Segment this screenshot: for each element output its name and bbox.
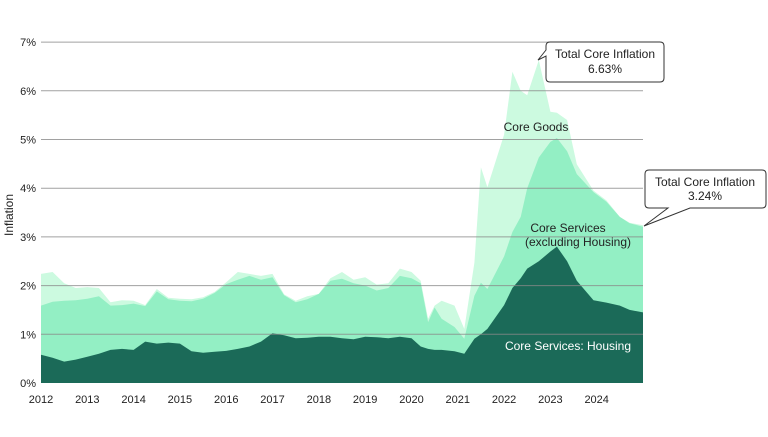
annotation-latest: Total Core Inflation 3.24%: [643, 169, 767, 227]
annotation-peak-value: 6.63%: [588, 62, 622, 76]
x-tick-label: 2024: [584, 394, 608, 406]
y-axis-ticks: 0% 1% 2% 3% 4% 5% 6% 7%: [20, 37, 36, 390]
y-tick-label: 6%: [20, 86, 36, 98]
x-tick-label: 2013: [75, 394, 99, 406]
x-tick-label: 2022: [492, 394, 516, 406]
x-tick-label: 2016: [214, 394, 238, 406]
annotation-peak-title: Total Core Inflation: [555, 47, 655, 61]
annotation-latest-value: 3.24%: [688, 189, 722, 203]
x-tick-label: 2017: [260, 394, 284, 406]
series-label-core-services-line2: (excluding Housing): [525, 235, 631, 249]
y-tick-label: 7%: [20, 37, 36, 49]
x-tick-label: 2019: [353, 394, 377, 406]
x-tick-label: 2021: [446, 394, 470, 406]
x-tick-label: 2015: [168, 394, 192, 406]
x-tick-label: 2023: [538, 394, 562, 406]
x-tick-label: 2012: [29, 394, 53, 406]
x-axis-ticks: 2012 2013 2014 2015 2016 2017 2018 2019 2020 2021…: [29, 394, 609, 406]
annotation-peak: Total Core Inflation 6.63%: [537, 41, 665, 83]
y-tick-label: 0%: [20, 378, 36, 390]
x-tick-label: 2018: [307, 394, 331, 406]
areas-layer: [41, 60, 643, 383]
y-tick-label: 4%: [20, 183, 36, 195]
y-tick-label: 1%: [20, 329, 36, 341]
annotation-latest-callout: [643, 169, 767, 227]
y-axis-label: Inflation: [2, 194, 16, 236]
y-tick-label: 3%: [20, 232, 36, 244]
gridlines: [41, 41, 643, 335]
annotation-peak-callout: [537, 41, 665, 83]
y-tick-label: 5%: [20, 135, 36, 147]
x-tick-label: 2014: [121, 394, 145, 406]
annotation-latest-title: Total Core Inflation: [655, 175, 755, 189]
series-label-core-goods: Core Goods: [504, 120, 569, 134]
series-label-core-services-line1: Core Services: [530, 221, 605, 235]
x-tick-label: 2020: [399, 394, 423, 406]
series-label-housing: Core Services: Housing: [505, 339, 631, 353]
y-tick-label: 2%: [20, 281, 36, 293]
area-core-services-housing: [41, 246, 643, 383]
